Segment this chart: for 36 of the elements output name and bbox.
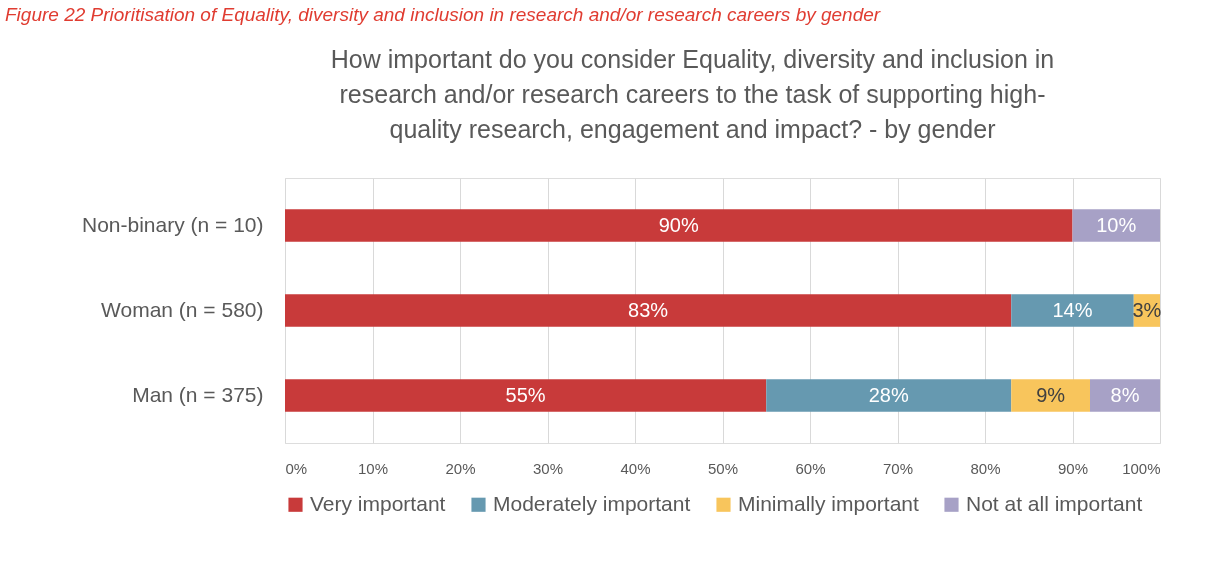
data-label: 9% <box>1036 383 1066 406</box>
data-label: 14% <box>1052 298 1093 321</box>
x-tick-label: 100% <box>1122 459 1161 477</box>
y-tick-label: Woman (n = 580) <box>101 298 264 321</box>
bar <box>285 379 767 412</box>
x-tick-label: 0% <box>285 459 308 477</box>
data-label: 55% <box>505 383 546 406</box>
y-tick-label: Non-binary (n = 10) <box>81 213 264 236</box>
data-label: 90% <box>658 213 699 236</box>
bar <box>285 294 1012 327</box>
caption: Figure 22 Prioritisation of Equality, diversity and inclusion in research and/or research careers by gender <box>5 4 881 25</box>
data-label: 28% <box>868 383 909 406</box>
chart-title: How important do you consider Equality, diversity and inclusion in research and/or research careers to the task of supporting high-quality research, engagement and impact? - by gender <box>330 45 1055 143</box>
x-tick-label: 50% <box>707 459 739 477</box>
x-tick-label: 10% <box>357 459 389 477</box>
x-tick-label: 20% <box>445 459 476 477</box>
legend-label: Not at all important <box>966 491 1143 515</box>
x-tick-label: 30% <box>532 459 564 477</box>
x-tick-label: 60% <box>795 459 826 477</box>
data-label: 8% <box>1110 383 1140 406</box>
bar <box>1011 379 1090 412</box>
bar <box>766 379 1012 412</box>
x-tick-label: 40% <box>620 459 651 477</box>
bar <box>1011 294 1134 327</box>
x-tick-label: 90% <box>1057 459 1089 477</box>
x-tick-label: 70% <box>882 459 914 477</box>
y-tick-label: Man (n = 375) <box>132 383 264 406</box>
x-tick-label: 80% <box>970 459 1001 477</box>
bar <box>1090 379 1160 412</box>
data-label: 10% <box>1096 213 1137 236</box>
data-label: 83% <box>628 298 669 321</box>
legend-label: Very important <box>310 491 446 515</box>
legend-label: Moderately important <box>493 491 691 515</box>
bar <box>1072 209 1160 242</box>
bar <box>285 209 1073 242</box>
legend-label: Minimally important <box>738 491 920 515</box>
